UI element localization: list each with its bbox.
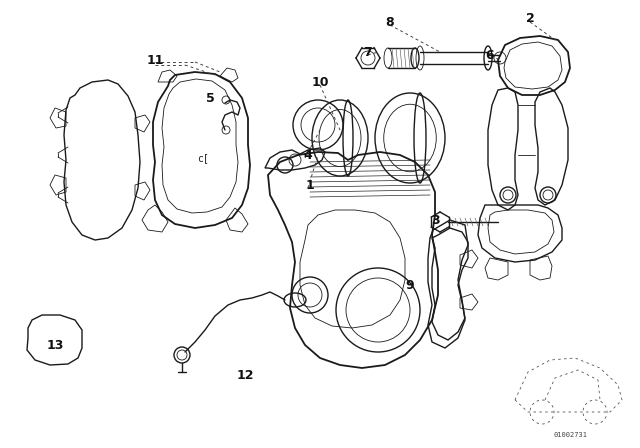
Text: 12: 12 bbox=[236, 369, 253, 382]
Text: 9: 9 bbox=[406, 279, 414, 292]
Text: 8: 8 bbox=[386, 16, 394, 29]
Text: 10: 10 bbox=[311, 76, 329, 89]
Text: 6: 6 bbox=[486, 48, 494, 61]
Text: c[: c[ bbox=[197, 153, 209, 163]
Text: 1: 1 bbox=[306, 178, 314, 191]
Text: 01002731: 01002731 bbox=[553, 432, 587, 438]
Text: 2: 2 bbox=[525, 12, 534, 25]
Text: 11: 11 bbox=[147, 53, 164, 66]
Text: 4: 4 bbox=[303, 148, 312, 161]
Text: 13: 13 bbox=[46, 339, 64, 352]
Text: 7: 7 bbox=[364, 46, 372, 59]
Text: 5: 5 bbox=[205, 91, 214, 104]
Text: 3: 3 bbox=[431, 214, 439, 227]
